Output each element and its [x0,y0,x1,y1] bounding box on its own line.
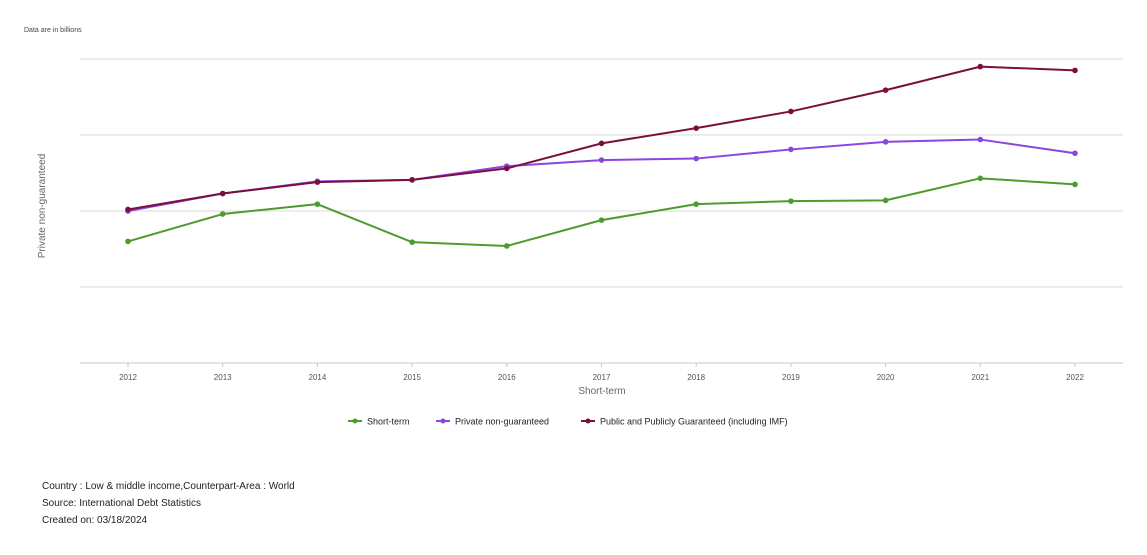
data-point[interactable] [409,239,415,245]
data-point[interactable] [1072,150,1078,157]
data-point[interactable] [219,190,226,197]
x-tick-label: 2019 [782,373,800,382]
x-tick-labels: 2012 2013 2014 2015 2016 2017 2018 2019 2020 2021… [119,363,1084,382]
data-point[interactable] [693,125,699,131]
data-point[interactable] [882,87,889,93]
data-point[interactable] [598,157,605,163]
chart-footer: Country : Low & middle income,Counterpar… [42,478,295,529]
x-tick-label: 2014 [309,373,327,382]
data-point[interactable] [1072,67,1078,74]
legend-item[interactable]: Short-term [348,417,410,427]
series-1 [125,136,1078,214]
x-tick-label: 2021 [971,373,989,382]
y-axis-title: Private non-guaranteed [37,154,48,259]
series-2 [125,63,1078,213]
footer-created: Created on: 03/18/2024 [42,515,148,526]
series-group [125,63,1078,249]
data-point[interactable] [598,140,605,147]
data-point[interactable] [314,179,321,185]
legend-item[interactable]: Public and Publicly Guaranteed (includin… [581,417,788,427]
data-point[interactable] [693,201,699,207]
data-point[interactable] [788,198,794,204]
legend[interactable]: Short-term Private non-guaranteed Public a… [348,417,788,427]
data-point[interactable] [1072,181,1078,188]
footer-country: Country : Low & middle income,Counterpar… [42,481,295,492]
x-tick-label: 2015 [403,373,421,382]
x-tick-label: 2022 [1066,373,1084,382]
x-tick-label: 2012 [119,373,137,382]
legend-label: Short-term [367,417,410,427]
legend-item[interactable]: Private non-guaranteed [436,417,549,427]
x-tick-label: 2020 [877,373,895,382]
data-point[interactable] [882,197,889,204]
legend-dot-marker [585,418,591,424]
series-line [127,65,1076,211]
data-point[interactable] [693,155,699,162]
data-point[interactable] [314,201,321,207]
data-point[interactable] [504,243,510,249]
data-point[interactable] [125,206,131,213]
unit-note: Data are in billions [24,27,82,34]
legend-dot-marker [352,418,358,424]
data-point[interactable] [977,136,984,143]
footer-source: Source: International Debt Statistics [42,498,201,509]
series-line [127,138,1076,212]
legend-dot-marker [440,418,446,424]
legend-label: Private non-guaranteed [455,417,549,427]
data-point[interactable] [219,211,226,217]
data-point[interactable] [598,217,605,223]
x-tick-label: 2013 [214,373,232,382]
data-point[interactable] [788,146,794,153]
data-point[interactable] [977,175,984,182]
x-tick-label: 2016 [498,373,516,382]
data-point[interactable] [504,165,510,172]
data-point[interactable] [125,238,131,245]
data-point[interactable] [409,177,415,183]
x-tick-label: 2018 [687,373,705,382]
x-tick-label: 2017 [593,373,611,382]
x-axis-title: Short-term [578,386,625,397]
data-point[interactable] [882,139,889,145]
series-0 [125,175,1078,249]
gridlines [80,58,1123,364]
data-point[interactable] [977,63,984,70]
legend-label: Public and Publicly Guaranteed (includin… [600,417,788,427]
line-chart: Data are in billions 2012 2013 2014 2015 201… [24,27,1123,427]
data-point[interactable] [788,108,794,115]
